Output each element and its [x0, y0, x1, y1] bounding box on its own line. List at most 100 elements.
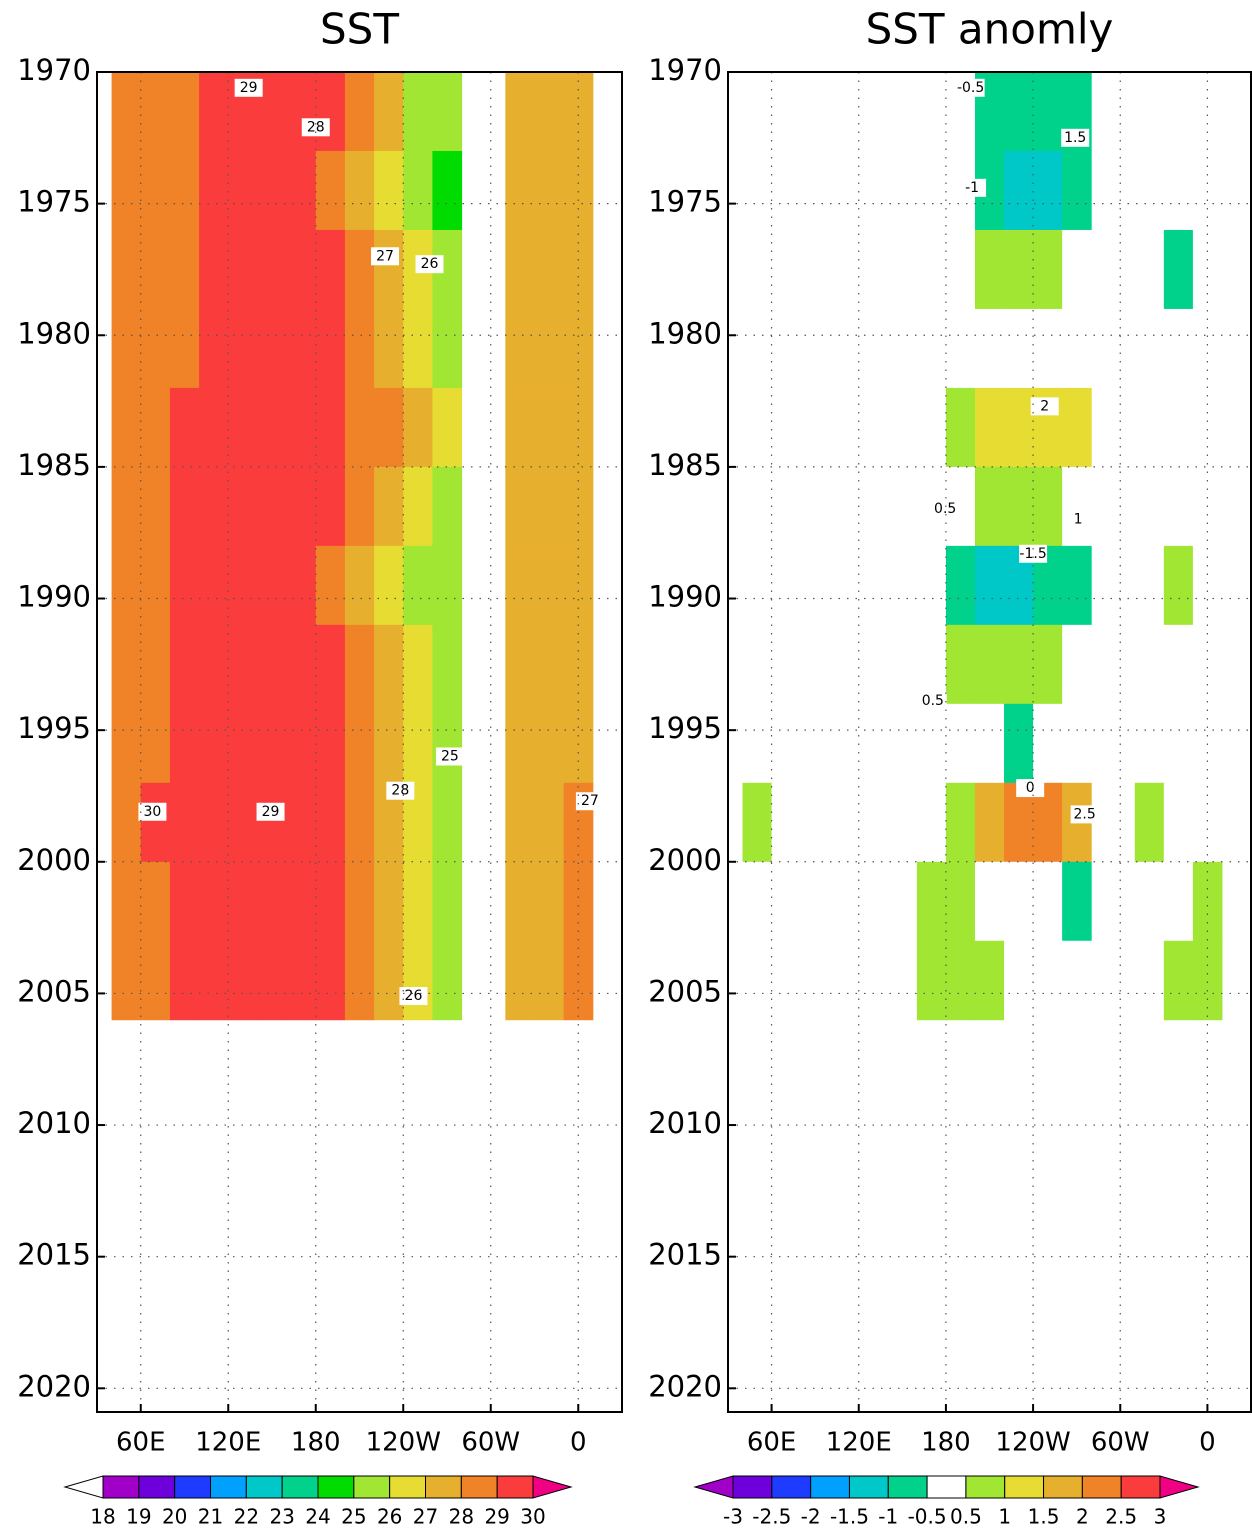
colorbar-cell [389, 1475, 426, 1499]
contour-label: 28 [391, 783, 409, 799]
heat-cell [916, 229, 947, 310]
heat-cell [432, 466, 463, 547]
heat-cell [945, 308, 976, 389]
heat-cell [111, 229, 142, 310]
heat-cell [1004, 466, 1034, 547]
heat-cell [315, 861, 346, 942]
heat-cell [169, 466, 200, 547]
heat-cell [505, 940, 535, 1021]
heat-cell [829, 150, 860, 231]
heat-cell [257, 308, 288, 389]
y-tick-label: 1980 [648, 316, 722, 350]
heat-cell [374, 466, 404, 547]
heat-cell [432, 308, 463, 389]
heat-cell [916, 861, 947, 942]
heat-cell [199, 72, 229, 152]
heat-cell [563, 72, 594, 152]
heat-cell [1163, 624, 1194, 705]
colorbar-label: 1.5 [1028, 1505, 1060, 1529]
panel-title: SST [320, 5, 399, 54]
heat-cell [887, 940, 918, 1021]
heat-cell [858, 940, 889, 1021]
heat-cell [887, 545, 918, 626]
heat-cell [1134, 466, 1165, 547]
y-tick-label: 2010 [17, 1106, 91, 1140]
heat-cell [771, 545, 802, 626]
y-tick-label: 2020 [17, 1369, 91, 1403]
heat-cell [1062, 940, 1092, 1021]
colorbar-label: 3 [1154, 1505, 1167, 1529]
heat-cell [257, 782, 288, 863]
heat-cell [140, 229, 171, 310]
heat-cell [374, 545, 404, 626]
heat-cell [974, 940, 1005, 1021]
contour-label: 0.5 [922, 693, 944, 709]
heat-cell [1033, 308, 1063, 389]
contour-label: 0 [1026, 780, 1035, 796]
y-tick-label: 1990 [17, 580, 91, 614]
label-bg [1070, 805, 1099, 824]
heat-cell [534, 387, 565, 468]
heat-cell [1134, 545, 1165, 626]
label-bg [234, 78, 263, 97]
heat-cell [945, 703, 976, 784]
heat-cell [1192, 624, 1223, 705]
heat-cell [771, 72, 802, 152]
heat-cell [505, 229, 535, 310]
contour-label: 1 [1074, 512, 1083, 528]
heat-cell [916, 624, 947, 705]
heat-cell [1192, 229, 1223, 310]
heat-cell [1004, 703, 1034, 784]
y-tick-label: 1975 [648, 185, 722, 219]
heat-cell [403, 308, 433, 389]
heat-cell [945, 387, 976, 468]
heat-cell [1033, 72, 1063, 152]
heat-cell [374, 72, 404, 152]
heat-cell [140, 72, 171, 152]
heat-cell [286, 72, 317, 152]
heat-cell [374, 861, 404, 942]
heat-cell [974, 387, 1005, 468]
heat-cell [742, 703, 773, 784]
heat-cell [742, 624, 773, 705]
y-tick-label: 1975 [17, 185, 91, 219]
y-tick-label: 2015 [17, 1238, 91, 1272]
heat-cell [257, 229, 288, 310]
heat-cell [534, 545, 565, 626]
heat-cell [286, 940, 317, 1021]
label-bg [1016, 779, 1045, 798]
heat-cell [344, 72, 375, 152]
heat-cell [1192, 308, 1223, 389]
heat-cell [228, 940, 258, 1021]
heat-cell [800, 940, 831, 1021]
x-tick-label: 120W [995, 1428, 1070, 1458]
contour-label: 1.5 [1064, 130, 1086, 146]
heat-cell [1163, 782, 1194, 863]
heat-cell [974, 229, 1005, 310]
heat-cell [403, 72, 433, 152]
heat-cell [829, 545, 860, 626]
heat-cell [228, 861, 258, 942]
heat-cell [169, 861, 200, 942]
contour-label: 29 [240, 80, 258, 96]
y-tick-label: 2015 [648, 1238, 722, 1272]
colorbar-label: 27 [413, 1505, 438, 1529]
heat-cell [771, 624, 802, 705]
heat-cell [1062, 387, 1092, 468]
colorbar-under [63, 1475, 104, 1499]
heat-cell [169, 624, 200, 705]
colorbar-label: 28 [449, 1505, 474, 1529]
heat-cell [916, 150, 947, 231]
colorbar-cell [1120, 1475, 1161, 1499]
heat-cell [974, 861, 1005, 942]
heat-cell [315, 466, 346, 547]
heat-cell [505, 703, 535, 784]
heat-cell [771, 940, 802, 1021]
colorbar-label: -0.5 [908, 1505, 947, 1529]
heat-cell [887, 308, 918, 389]
x-tick-label: 120W [366, 1428, 441, 1458]
heat-cell [829, 703, 860, 784]
heat-cell [742, 229, 773, 310]
heat-cell [1192, 150, 1223, 231]
heat-cell [1004, 72, 1034, 152]
